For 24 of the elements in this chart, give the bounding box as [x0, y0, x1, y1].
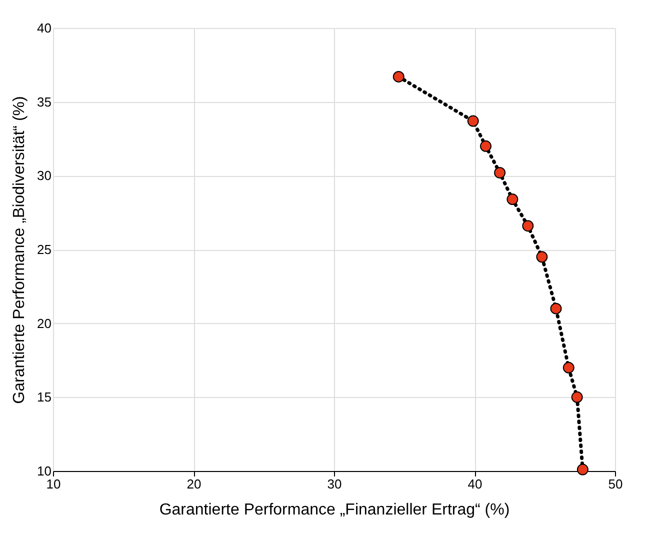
y-tick-label: 35	[37, 94, 52, 110]
y-tick-label: 25	[37, 242, 52, 257]
x-tick-label: 30	[327, 476, 342, 492]
x-tick-label: 50	[608, 476, 623, 492]
point	[571, 391, 583, 403]
y-tick-label: 20	[37, 316, 52, 331]
x-axis-title: Garantierte Performance „Finanzieller Ertrag“ (%)	[159, 502, 510, 518]
point	[494, 166, 506, 178]
point	[506, 194, 518, 206]
point	[536, 251, 548, 263]
y-axis-title: Garantierte Performance „Biodiversität“ (%)	[11, 96, 28, 404]
y-tick-label: 40	[37, 20, 52, 36]
point	[467, 115, 479, 127]
point	[562, 362, 574, 374]
point	[522, 220, 534, 232]
point	[480, 140, 492, 152]
point	[576, 464, 588, 476]
point	[392, 70, 404, 82]
point	[550, 302, 562, 314]
y-tick-label: 30	[37, 168, 52, 184]
x-tick-label: 20	[186, 476, 202, 492]
y-tick-label: 15	[37, 390, 52, 405]
x-tick-label: 40	[468, 476, 482, 492]
y-tick-label: 10	[37, 464, 52, 478]
